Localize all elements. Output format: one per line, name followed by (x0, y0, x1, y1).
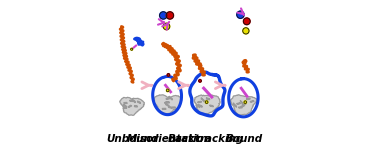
Circle shape (243, 28, 249, 34)
Circle shape (167, 74, 170, 76)
Circle shape (131, 48, 133, 50)
Circle shape (205, 101, 208, 103)
Circle shape (199, 80, 201, 82)
Polygon shape (154, 95, 182, 114)
Text: Misorientation: Misorientation (127, 134, 212, 144)
Circle shape (160, 12, 167, 19)
Polygon shape (230, 95, 257, 115)
Circle shape (163, 23, 170, 30)
Polygon shape (120, 97, 144, 115)
Circle shape (166, 89, 169, 92)
Circle shape (244, 101, 246, 103)
Circle shape (237, 11, 244, 18)
Polygon shape (194, 95, 220, 114)
Text: Bound: Bound (226, 134, 263, 144)
Text: Unbound: Unbound (106, 134, 159, 144)
Text: Backtracking: Backtracking (168, 134, 244, 144)
Circle shape (243, 18, 250, 25)
Circle shape (166, 12, 174, 19)
